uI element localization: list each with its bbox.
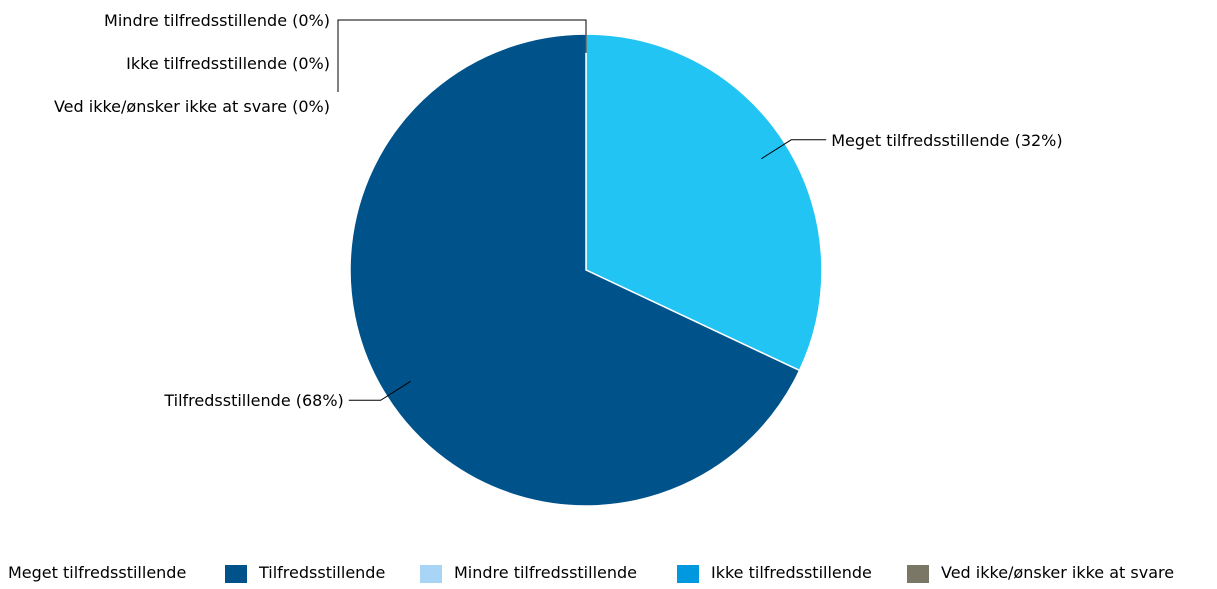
legend-swatch-ved-ikke-onsker-ikke-at-svare[interactable] — [907, 565, 929, 583]
slice-labels: Meget tilfredsstillende (32%) Tilfredssti… — [54, 11, 1063, 410]
slice-label-meget-tilfredsstillende: Meget tilfredsstillende (32%) — [831, 131, 1062, 150]
legend-swatch-mindre-tilfredsstillende[interactable] — [420, 565, 442, 583]
slice-label-ved-ikke-onsker-ikke-at-svare: Ved ikke/ønsker ikke at svare (0%) — [54, 97, 330, 116]
slice-label-ikke-tilfredsstillende: Ikke tilfredsstillende (0%) — [126, 54, 330, 73]
pie-slices — [349, 33, 823, 507]
legend-swatch-tilfredsstillende[interactable] — [225, 565, 247, 583]
legend-label-mindre-tilfredsstillende[interactable]: Mindre tilfredsstillende — [454, 563, 637, 582]
leader-line-zero-values — [337, 19, 587, 92]
legend-label-tilfredsstillende[interactable]: Tilfredsstillende — [258, 563, 385, 582]
leader-line-meget-tilfredsstillende — [761, 139, 827, 160]
legend-swatch-ikke-tilfredsstillende[interactable] — [677, 565, 699, 583]
legend-label-meget-tilfredsstillende: Meget tilfredsstillende — [8, 563, 186, 582]
leader-line-tilfredsstillende — [348, 380, 411, 401]
slice-label-mindre-tilfredsstillende: Mindre tilfredsstillende (0%) — [104, 11, 330, 30]
leader-lines — [337, 19, 827, 401]
slice-label-tilfredsstillende: Tilfredsstillende (68%) — [163, 391, 343, 410]
legend: Meget tilfredsstillende Tilfredsstillende… — [8, 563, 1174, 583]
legend-label-ikke-tilfredsstillende[interactable]: Ikke tilfredsstillende — [711, 563, 872, 582]
legend-label-ved-ikke-onsker-ikke-at-svare[interactable]: Ved ikke/ønsker ikke at svare — [941, 563, 1174, 582]
